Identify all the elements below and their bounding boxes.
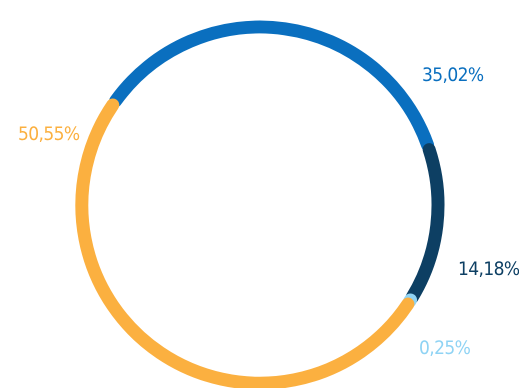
slice-14-18 bbox=[412, 150, 438, 298]
slice-35-02 bbox=[116, 27, 428, 145]
data-label-35-02: 35,02% bbox=[422, 64, 484, 86]
data-label-14-18: 14,18% bbox=[458, 258, 519, 280]
data-label-0-25: 0,25% bbox=[419, 337, 471, 359]
donut-slices bbox=[82, 27, 438, 383]
data-label-50-55: 50,55% bbox=[18, 123, 80, 145]
slice-50-55 bbox=[82, 105, 408, 383]
